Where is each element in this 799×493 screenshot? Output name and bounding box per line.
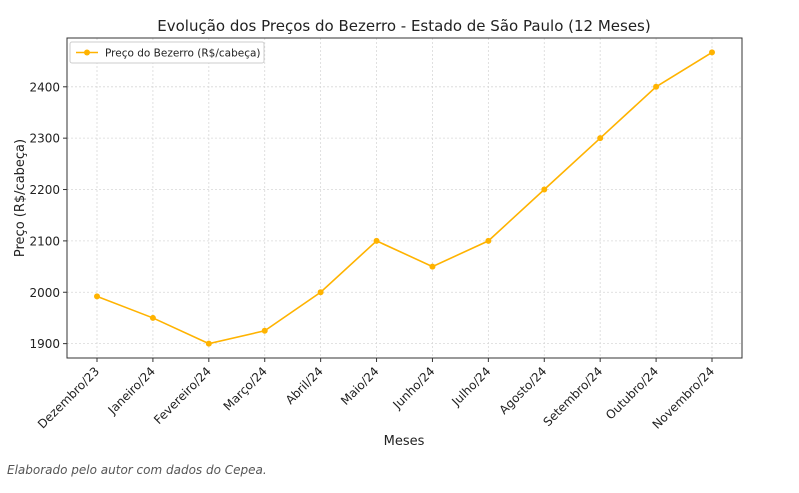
data-point [597,135,604,142]
y-tick-label: 2000 [29,286,60,300]
data-point [205,340,212,347]
legend-box [69,41,265,64]
x-tick-label: Janeiro/24 [105,364,158,417]
x-tick-label: Março/24 [221,364,270,413]
series-line [96,51,713,345]
data-point [653,83,660,90]
data-point [429,263,436,270]
data-point [709,49,715,56]
data-point [373,237,380,244]
data-point [317,289,324,296]
y-tick-label: 1900 [29,337,60,351]
data-point [261,327,268,334]
y-tick-label: 2400 [29,80,60,94]
x-tick-label: Agosto/24 [497,364,550,417]
legend-marker [84,49,90,56]
data-point [94,293,100,300]
y-tick-label: 2200 [29,183,60,197]
data-point [149,314,156,321]
x-tick-label: Dezembro/23 [35,364,102,431]
x-tick-label: Setembro/24 [540,364,605,429]
x-tick-label: Abril/24 [283,364,326,407]
x-axis-label: Meses [384,434,425,449]
series-layer [94,49,715,347]
x-tick-label: Junho/24 [389,364,437,412]
y-axis-label: Preço (R$/cabeça) [13,139,28,257]
chart-title: Evolução dos Preços do Bezerro - Estado … [157,17,650,35]
x-tick-label: Fevereiro/24 [151,364,214,427]
figure-caption: Elaborado pelo autor com dados do Cepea. [7,463,267,477]
y-axis: 1900 2000 2100 2200 2300 2400 [29,80,67,351]
x-tick-label: Julho/24 [448,364,493,409]
data-point [541,186,548,193]
x-tick-label: Maio/24 [338,364,382,408]
grid-lines [67,38,742,358]
y-tick-label: 2100 [29,234,60,248]
x-tick-label: Outubro/24 [603,364,661,422]
legend: Preço do Bezerro (R$/cabeça) [69,41,265,64]
y-tick-label: 2300 [29,132,60,146]
plot-area [66,37,743,359]
legend-entry-label: Preço do Bezerro (R$/cabeça) [105,48,261,60]
data-point [485,237,492,244]
